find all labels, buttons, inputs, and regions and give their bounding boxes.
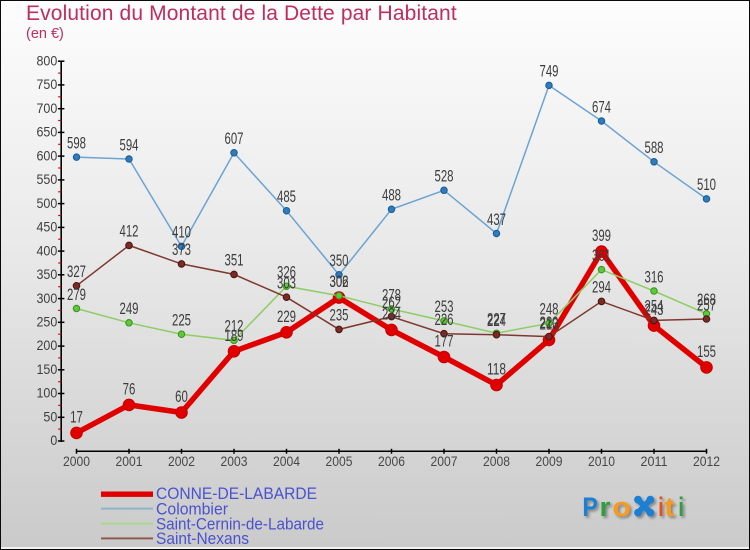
svg-text:2000: 2000 xyxy=(63,454,90,469)
svg-text:o: o xyxy=(612,492,631,522)
svg-text:303: 303 xyxy=(277,274,296,293)
svg-text:279: 279 xyxy=(67,285,86,304)
svg-text:0: 0 xyxy=(50,433,57,448)
svg-text:224: 224 xyxy=(487,311,506,330)
svg-text:t: t xyxy=(664,492,675,522)
svg-text:254: 254 xyxy=(645,297,664,316)
svg-text:155: 155 xyxy=(697,342,716,361)
svg-text:189: 189 xyxy=(225,326,244,345)
svg-text:600: 600 xyxy=(37,148,58,163)
svg-text:17: 17 xyxy=(70,407,83,426)
svg-text:528: 528 xyxy=(435,167,454,186)
svg-text:226: 226 xyxy=(435,310,454,329)
svg-text:2004: 2004 xyxy=(273,454,300,469)
svg-text:CONNE-DE-LABARDE: CONNE-DE-LABARDE xyxy=(156,485,317,503)
svg-text:674: 674 xyxy=(592,97,611,116)
svg-text:361: 361 xyxy=(592,246,611,265)
svg-text:350: 350 xyxy=(330,251,349,270)
svg-text:400: 400 xyxy=(37,243,58,258)
svg-text:213: 213 xyxy=(540,314,559,333)
svg-text:350: 350 xyxy=(37,267,58,282)
svg-text:607: 607 xyxy=(225,129,244,148)
svg-text:249: 249 xyxy=(120,299,139,318)
svg-text:177: 177 xyxy=(435,332,454,351)
svg-text:225: 225 xyxy=(172,311,191,330)
svg-text:200: 200 xyxy=(37,338,58,353)
svg-text:Saint-Nexans: Saint-Nexans xyxy=(156,530,249,548)
svg-text:294: 294 xyxy=(592,278,611,297)
svg-text:150: 150 xyxy=(37,362,58,377)
svg-text:278: 278 xyxy=(382,285,401,304)
svg-text:235: 235 xyxy=(330,306,349,325)
svg-text:302: 302 xyxy=(330,272,349,291)
svg-text:306: 306 xyxy=(330,272,349,291)
svg-text:485: 485 xyxy=(277,187,296,206)
svg-text:76: 76 xyxy=(123,379,136,398)
svg-text:2002: 2002 xyxy=(168,454,195,469)
svg-text:550: 550 xyxy=(37,172,58,187)
svg-text:588: 588 xyxy=(645,138,664,157)
svg-text:800: 800 xyxy=(37,53,58,68)
svg-text:2011: 2011 xyxy=(641,454,668,469)
svg-text:412: 412 xyxy=(120,222,139,241)
svg-text:262: 262 xyxy=(382,293,401,312)
svg-text:510: 510 xyxy=(697,175,716,194)
svg-text:2007: 2007 xyxy=(431,454,458,469)
svg-text:327: 327 xyxy=(67,262,86,281)
svg-text:Colombier: Colombier xyxy=(156,500,228,518)
svg-text:300: 300 xyxy=(37,291,58,306)
svg-text:268: 268 xyxy=(697,290,716,309)
svg-text:234: 234 xyxy=(382,304,401,323)
svg-text:700: 700 xyxy=(37,101,58,116)
svg-text:2005: 2005 xyxy=(326,454,353,469)
svg-text:118: 118 xyxy=(487,360,506,379)
svg-text:60: 60 xyxy=(175,387,188,406)
svg-text:410: 410 xyxy=(172,223,191,242)
svg-text:i: i xyxy=(658,492,663,522)
svg-text:2008: 2008 xyxy=(483,454,510,469)
svg-text:500: 500 xyxy=(37,196,58,211)
svg-text:Saint-Cernin-de-Labarde: Saint-Cernin-de-Labarde xyxy=(156,515,324,533)
svg-text:2010: 2010 xyxy=(588,454,615,469)
svg-text:253: 253 xyxy=(435,297,454,316)
svg-text:100: 100 xyxy=(37,386,58,401)
svg-text:351: 351 xyxy=(225,251,244,270)
svg-text:229: 229 xyxy=(277,307,296,326)
svg-text:450: 450 xyxy=(37,220,58,235)
svg-text:248: 248 xyxy=(540,300,559,319)
svg-text:P: P xyxy=(582,492,597,522)
svg-text:2006: 2006 xyxy=(378,454,405,469)
svg-text:2001: 2001 xyxy=(116,454,143,469)
svg-text:750: 750 xyxy=(37,77,58,92)
svg-text:437: 437 xyxy=(487,210,506,229)
svg-text:220: 220 xyxy=(540,313,559,332)
svg-text:2012: 2012 xyxy=(693,454,720,469)
svg-text:650: 650 xyxy=(37,125,58,140)
svg-text:594: 594 xyxy=(120,135,139,154)
svg-text:2003: 2003 xyxy=(221,454,248,469)
svg-text:r: r xyxy=(600,492,612,522)
svg-text:326: 326 xyxy=(277,263,296,282)
svg-text:488: 488 xyxy=(382,186,401,205)
svg-text:50: 50 xyxy=(43,410,57,425)
svg-text:2009: 2009 xyxy=(536,454,563,469)
svg-text:i: i xyxy=(678,492,684,522)
svg-text:316: 316 xyxy=(645,267,664,286)
svg-text:399: 399 xyxy=(592,226,611,245)
svg-text:243: 243 xyxy=(645,300,664,319)
svg-text:227: 227 xyxy=(487,310,506,329)
svg-text:373: 373 xyxy=(172,240,191,259)
svg-text:598: 598 xyxy=(67,133,86,152)
svg-text:257: 257 xyxy=(697,295,716,314)
svg-text:212: 212 xyxy=(225,317,244,336)
svg-text:749: 749 xyxy=(540,62,559,81)
svg-text:250: 250 xyxy=(37,315,58,330)
